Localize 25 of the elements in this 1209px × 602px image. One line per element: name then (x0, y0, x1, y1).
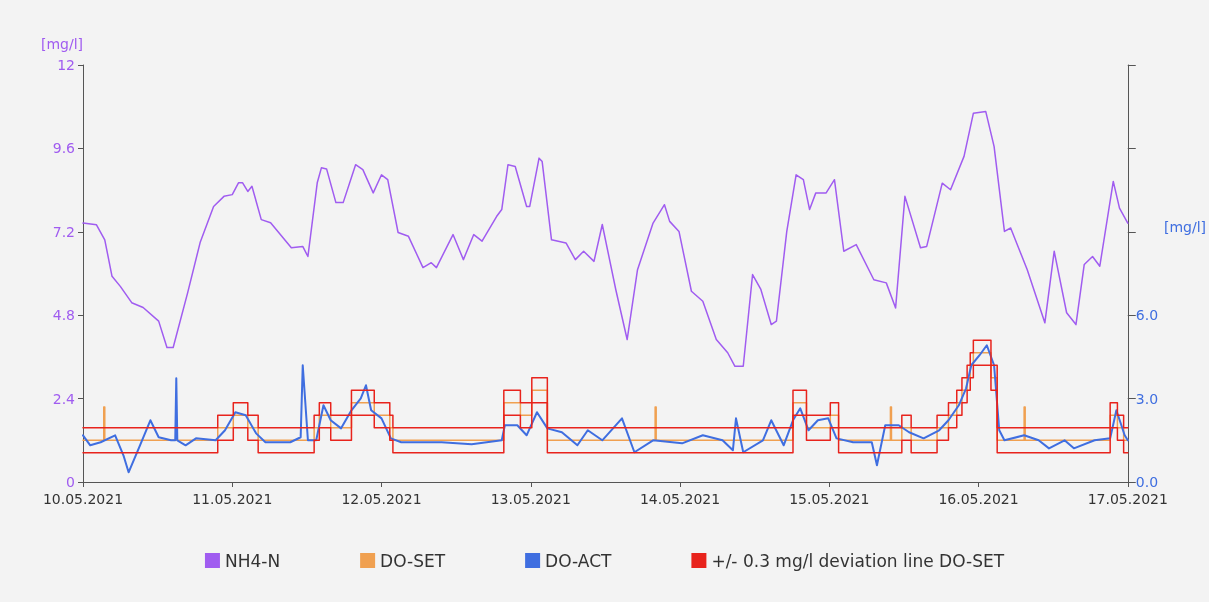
line-series (82, 344, 1129, 474)
x-tick-label: 12.05.2021 (341, 491, 422, 507)
y2-tick-label: 6.0 (1135, 307, 1159, 324)
legend-label: DO-SET (380, 550, 446, 571)
y-tick-label: 4.8 (52, 307, 75, 324)
x-tick-label: 11.05.2021 (192, 491, 273, 507)
x-tick-label: 14.05.2021 (639, 491, 721, 507)
y-tick-label: 7.2 (52, 223, 75, 240)
y2-tick-label: 0.0 (1135, 474, 1159, 490)
y-tick-label: 9.6 (52, 140, 76, 157)
y2-tick-label: 3.0 (1135, 390, 1159, 407)
x-tick-label: 10.05.2021 (42, 491, 124, 507)
y-tick-label: 0 (66, 474, 75, 490)
legend-label: DO-ACT (545, 550, 613, 571)
legend-label: +/- 0.3 mg/l deviation line DO-SET (711, 550, 1005, 571)
x-tick-label: 15.05.2021 (789, 491, 870, 507)
legend-label: NH4-N (224, 550, 281, 571)
x-tick-label: 13.05.2021 (490, 491, 571, 507)
y2-axis-title: [mg/l] (1163, 218, 1207, 235)
y-tick-label: 12 (57, 57, 75, 73)
y-axis-title: [mg/l] (40, 36, 83, 52)
line-series (82, 110, 1129, 368)
y-tick-label: 2.4 (52, 390, 76, 407)
x-tick-label: 17.05.2021 (1087, 491, 1168, 507)
x-tick-label: 16.05.2021 (938, 491, 1019, 507)
